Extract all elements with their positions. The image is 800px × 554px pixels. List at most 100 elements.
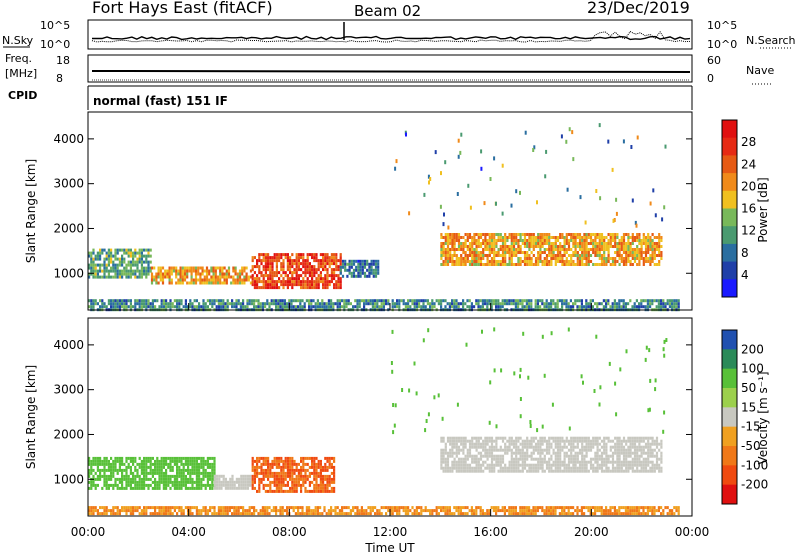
- echo-cell: [330, 262, 333, 266]
- echo-cell: [484, 245, 487, 248]
- echo-cell: [282, 483, 285, 487]
- echo-cell: [592, 242, 595, 245]
- echo-cell: [129, 275, 132, 279]
- echo-cell: [596, 451, 599, 455]
- echo-cell: [178, 465, 181, 469]
- echo-cell: [550, 457, 553, 461]
- echo-cell: [101, 251, 104, 255]
- echo-cell: [662, 302, 665, 306]
- echo-cell: [550, 299, 553, 303]
- echo-cell: [182, 509, 185, 513]
- echo-cell: [363, 512, 366, 516]
- echo-cell: [600, 439, 604, 443]
- echo-cell: [647, 469, 650, 473]
- echo-cell: [311, 274, 314, 278]
- echo-cell: [143, 486, 146, 490]
- echo-cell: [239, 302, 242, 306]
- echo-cell: [308, 253, 311, 257]
- echo-cell: [242, 477, 245, 481]
- echo-cell: [570, 442, 573, 446]
- echo-cell: [444, 254, 447, 257]
- echo-cell: [652, 188, 655, 193]
- echo-cell: [594, 242, 597, 245]
- echo-cell: [94, 266, 97, 270]
- echo-cell: [284, 253, 287, 257]
- echo-cell: [241, 281, 244, 285]
- echo-cell: [528, 445, 531, 449]
- echo-cell: [92, 275, 95, 279]
- echo-cell: [565, 299, 568, 303]
- echo-cell: [246, 474, 249, 478]
- echo-cell: [300, 486, 303, 490]
- echo-cell: [291, 486, 294, 490]
- echo-cell: [127, 305, 130, 309]
- echo-cell: [189, 474, 192, 478]
- echo-cell: [275, 459, 278, 463]
- echo-cell: [167, 465, 170, 469]
- echo-cell: [149, 462, 152, 466]
- echo-cell: [519, 302, 522, 306]
- echo-cell: [202, 483, 205, 487]
- echo-cell: [262, 483, 265, 487]
- echo-cell: [563, 466, 566, 470]
- echo-cell: [649, 254, 652, 257]
- echo-cell: [605, 436, 608, 440]
- echo-cell: [267, 265, 270, 269]
- echo-cell: [300, 262, 303, 266]
- echo-cell: [490, 439, 494, 443]
- echo-cell: [598, 245, 601, 248]
- echo-cell: [371, 305, 374, 309]
- echo-cell: [279, 302, 282, 306]
- echo-cell: [631, 239, 634, 242]
- echo-cell: [165, 486, 168, 490]
- echo-cell: [191, 456, 194, 460]
- echo-cell: [202, 471, 205, 475]
- echo-cell: [121, 272, 124, 276]
- echo-cell: [197, 272, 200, 276]
- echo-cell: [440, 302, 443, 306]
- echo-cell: [471, 251, 474, 254]
- echo-cell: [344, 268, 347, 272]
- echo-cell: [105, 254, 108, 258]
- echo-cell: [143, 474, 146, 478]
- echo-cell: [282, 480, 285, 484]
- echo-cell: [466, 463, 469, 467]
- echo-cell: [132, 512, 135, 516]
- echo-cell: [493, 457, 496, 461]
- echo-cell: [116, 459, 119, 463]
- echo-cell: [541, 463, 544, 467]
- echo-cell: [501, 236, 505, 239]
- echo-cell: [354, 299, 357, 303]
- echo-cell: [434, 150, 437, 155]
- echo-cell: [631, 248, 634, 251]
- echo-cell: [473, 257, 476, 260]
- echo-cell: [625, 460, 628, 464]
- echo-cell: [279, 512, 282, 516]
- echo-cell: [550, 236, 553, 239]
- echo-cell: [475, 466, 478, 470]
- echo-cell: [664, 305, 667, 309]
- echo-cell: [184, 456, 187, 460]
- echo-cell: [484, 445, 487, 449]
- echo-cell: [293, 489, 296, 493]
- echo-cell: [466, 466, 469, 470]
- echo-cell: [145, 462, 148, 466]
- echo-cell: [313, 253, 316, 257]
- echo-cell: [411, 512, 414, 516]
- echo-cell: [313, 462, 316, 466]
- echo-cell: [316, 512, 319, 516]
- echo-cell: [317, 262, 320, 266]
- echo-cell: [244, 477, 247, 481]
- echo-cell: [473, 436, 476, 440]
- echo-cell: [578, 257, 582, 260]
- echo-cell: [313, 268, 316, 272]
- echo-cell: [449, 251, 452, 254]
- echo-cell: [273, 489, 276, 493]
- echo-cell: [273, 456, 276, 460]
- echo-cell: [103, 305, 106, 309]
- echo-cell: [295, 468, 298, 472]
- echo-cell: [295, 265, 298, 269]
- echo-cell: [193, 486, 196, 490]
- echo-cell: [123, 299, 126, 303]
- echo-cell: [442, 466, 445, 470]
